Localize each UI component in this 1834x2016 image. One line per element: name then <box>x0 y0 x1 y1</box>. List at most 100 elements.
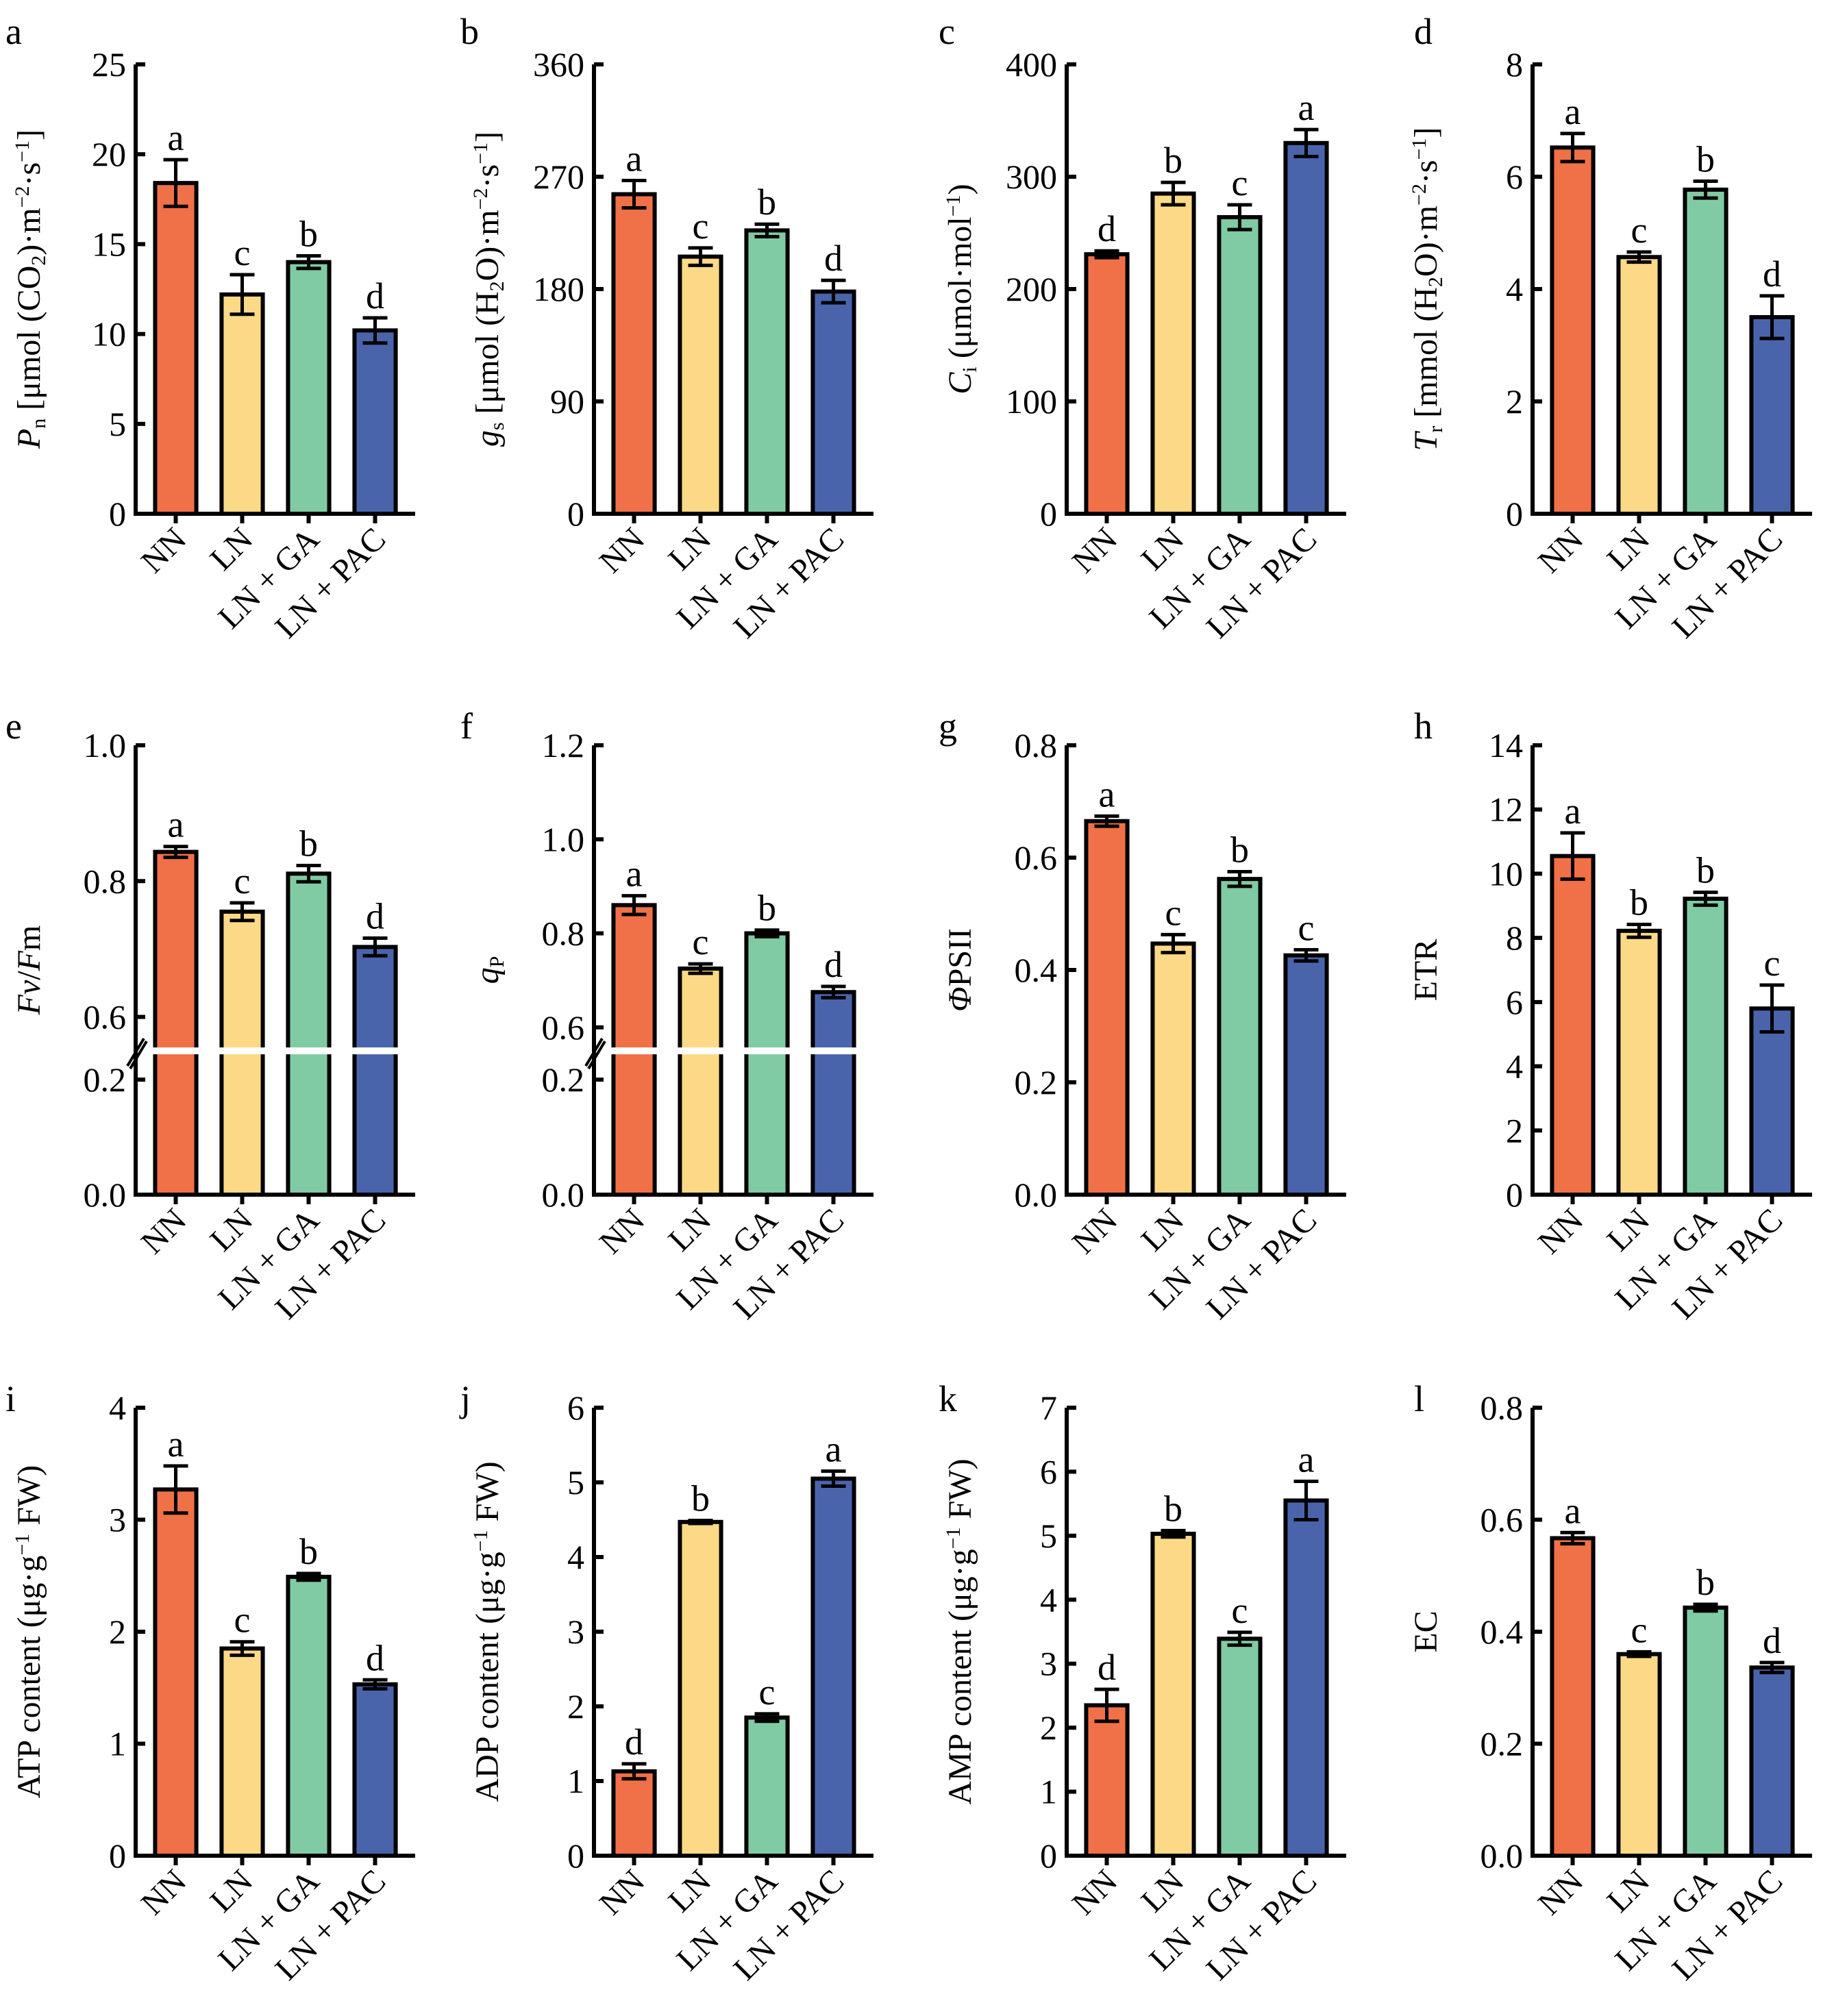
bar-lnga <box>1217 215 1263 516</box>
bar-lnga <box>1217 1637 1263 1858</box>
bar-ln <box>219 292 265 516</box>
y-tick-label: 0.6 <box>1480 1501 1524 1539</box>
significance-letter: b <box>1630 882 1648 923</box>
y-tick-label: 0 <box>109 495 126 533</box>
y-tick-label: 2 <box>1040 1708 1057 1747</box>
y-tick-label: 400 <box>1006 45 1057 84</box>
y-tick-label: 4 <box>1040 1580 1057 1619</box>
x-tick-label: NN <box>134 1863 193 1921</box>
significance-letter: c <box>693 921 709 962</box>
y-tick-label: 0.8 <box>1480 1389 1524 1427</box>
panel-letter: h <box>1414 706 1433 747</box>
bar-lnga <box>744 931 790 1197</box>
significance-letter: b <box>1696 139 1715 180</box>
significance-letter: c <box>759 1671 776 1713</box>
significance-letter: b <box>691 1478 710 1519</box>
y-tick-label: 300 <box>1006 158 1057 196</box>
significance-letter: b <box>299 823 318 864</box>
axis-break-gap <box>138 1047 411 1055</box>
bar-nn <box>153 1487 199 1858</box>
significance-letter: d <box>1763 1620 1781 1661</box>
panel-letter: e <box>5 706 22 747</box>
y-tick-label: 8 <box>1506 45 1523 84</box>
panel-letter: c <box>939 11 955 52</box>
bar-lnga <box>1683 187 1728 516</box>
bar-lnpac <box>1749 315 1795 516</box>
bar-ln <box>1616 255 1662 516</box>
bar-nn <box>1550 145 1596 517</box>
y-tick-label: 0 <box>109 1837 126 1875</box>
bar-lnpac <box>1283 1498 1329 1858</box>
y-tick-label: 4 <box>567 1538 584 1576</box>
bar-lnpac <box>1749 1665 1795 1858</box>
y-tick-label: 0.2 <box>1480 1725 1524 1763</box>
y-tick-label: 180 <box>533 270 584 308</box>
y-tick-label: 0.6 <box>84 998 127 1036</box>
significance-letter: c <box>1232 162 1248 203</box>
x-tick-label: LN <box>203 521 260 577</box>
bar-lnpac <box>1283 140 1329 517</box>
y-tick-label: 1.0 <box>542 820 585 858</box>
significance-letter: d <box>366 275 384 316</box>
y-tick-label: 6 <box>567 1389 584 1427</box>
bar-ln <box>1150 191 1196 516</box>
significance-letter: c <box>234 232 251 273</box>
y-tick-label: 1 <box>1040 1773 1057 1811</box>
significance-letter: d <box>366 1637 384 1678</box>
y-tick-label: 6 <box>1506 158 1523 196</box>
y-tick-label: 0.8 <box>84 862 127 900</box>
bar-nn <box>153 849 199 1197</box>
significance-letter: a <box>168 117 184 158</box>
bar-lnga <box>1683 896 1728 1197</box>
significance-letter: b <box>1164 140 1182 181</box>
y-tick-label: 0.6 <box>1015 838 1058 877</box>
y-tick-label: 3 <box>1040 1645 1057 1683</box>
y-tick-label: 0.4 <box>1480 1613 1524 1651</box>
y-axis-label: Fv/Fm <box>11 925 47 1016</box>
axis-break-gap <box>597 1047 869 1055</box>
y-tick-label: 4 <box>109 1389 126 1427</box>
y-tick-label: 5 <box>1040 1517 1057 1555</box>
significance-letter: b <box>299 213 318 254</box>
x-tick-label: NN <box>1531 1202 1590 1260</box>
y-tick-label: 0.0 <box>1015 1175 1058 1214</box>
y-tick-label: 0.2 <box>1015 1063 1058 1102</box>
bar-nn <box>153 181 199 516</box>
x-tick-label: LN <box>1135 521 1191 577</box>
x-tick-label: LN <box>1135 1202 1191 1258</box>
y-tick-label: 0.0 <box>1480 1837 1524 1875</box>
significance-letter: c <box>1764 943 1781 984</box>
y-tick-label: 0 <box>567 495 584 533</box>
significance-letter: d <box>625 1721 643 1763</box>
x-tick-label: NN <box>1531 1863 1590 1921</box>
y-tick-label: 0.2 <box>542 1060 585 1099</box>
y-tick-label: 100 <box>1006 382 1057 421</box>
panel-letter: j <box>459 1378 471 1419</box>
y-tick-label: 0 <box>1040 1837 1057 1875</box>
significance-letter: a <box>826 1429 842 1470</box>
x-tick-label: LN <box>1600 521 1657 577</box>
y-tick-label: 0 <box>1040 495 1057 533</box>
y-tick-label: 200 <box>1006 270 1057 308</box>
y-tick-label: 90 <box>550 382 584 421</box>
bar-ln <box>1616 1652 1662 1858</box>
significance-letter: a <box>1298 1439 1315 1480</box>
bar-lnga <box>1683 1605 1728 1858</box>
panel-letter: d <box>1414 11 1433 52</box>
y-tick-label: 360 <box>533 45 584 84</box>
y-tick-label: 12 <box>1489 791 1523 829</box>
y-tick-label: 2 <box>1506 1111 1523 1149</box>
y-tick-label: 7 <box>1040 1389 1057 1427</box>
y-axis-label: ADP content (μg·g−1 FW) <box>469 1461 506 1802</box>
significance-letter: d <box>1098 1647 1116 1688</box>
bar-lnpac <box>352 1682 398 1858</box>
y-axis-label: ATP content (μg·g−1 FW) <box>11 1465 48 1798</box>
y-tick-label: 270 <box>533 158 584 196</box>
y-tick-label: 0.2 <box>84 1060 127 1099</box>
